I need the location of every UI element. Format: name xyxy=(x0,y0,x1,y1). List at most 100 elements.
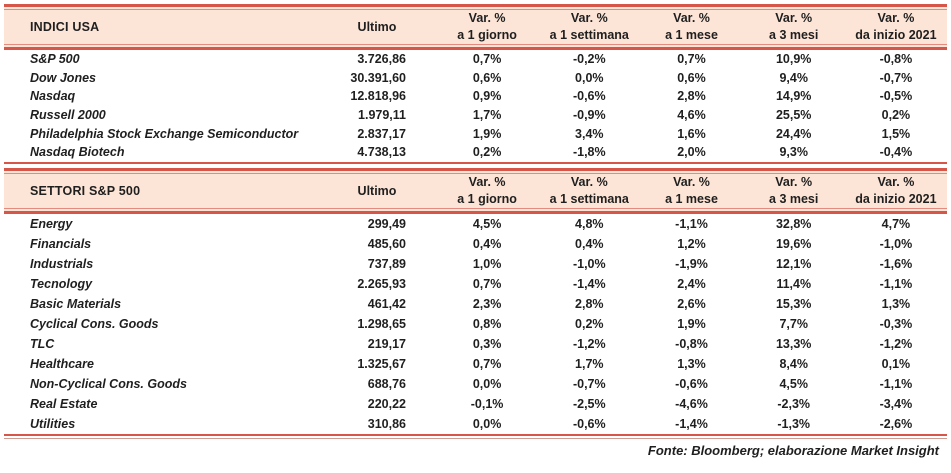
section-title: INDICI USA xyxy=(30,20,100,34)
table-row: Cyclical Cons. Goods 1.298,65 0,8% 0,2% 1,9%… xyxy=(4,313,947,334)
row-label: Industrials xyxy=(30,256,94,271)
table-row: Tecnology 2.265,93 0,7% -1,4% 2,4% 11,4% -1,1% xyxy=(4,273,947,294)
var-value: -1,0% xyxy=(879,236,913,251)
row-label: Energy xyxy=(30,216,73,231)
var-value: 2,3% xyxy=(472,296,502,311)
var-value: 4,5% xyxy=(472,216,502,231)
ultimo-value: 737,89 xyxy=(367,256,406,271)
var-value: 0,7% xyxy=(472,52,502,67)
ultimo-value: 12.818,96 xyxy=(350,89,406,104)
var-value: 0,1% xyxy=(881,356,911,371)
var-value: 1,5% xyxy=(881,126,911,141)
var-value: 0,2% xyxy=(575,316,604,331)
var-value: 0,7% xyxy=(677,52,706,67)
var-value: 4,5% xyxy=(779,376,808,391)
var-period: a 1 mese xyxy=(665,191,718,206)
table-row: TLC 219,17 0,3% -1,2% -0,8% 13,3% -1,2% xyxy=(4,333,947,354)
ultimo-value: 1.979,11 xyxy=(358,108,406,123)
row-label: Nasdaq xyxy=(30,89,76,104)
var-value: 2,8% xyxy=(677,89,706,104)
var-period: a 3 mesi xyxy=(769,28,819,42)
header-band-indici-usa: INDICI USA Ultimo Var. % a 1 giorno Var.… xyxy=(4,4,947,50)
var-value: -2,5% xyxy=(572,396,606,411)
var-value: -1,6% xyxy=(879,256,913,271)
var-value: -2,6% xyxy=(879,416,913,431)
var-value: -0,8% xyxy=(879,52,913,67)
var-value: 0,0% xyxy=(575,70,604,85)
ultimo-value: 461,42 xyxy=(367,296,406,311)
var-label: Var. % xyxy=(468,11,506,25)
var-period: da inizio 2021 xyxy=(855,28,937,42)
var-label: Var. % xyxy=(570,11,608,25)
col-header-var-1-giorno: Var. % a 1 giorno xyxy=(436,171,538,211)
table-row: Energy 299,49 4,5% 4,8% -1,1% 32,8% 4,7% xyxy=(4,213,947,234)
var-value: 24,4% xyxy=(775,126,812,141)
row-label: Tecnology xyxy=(30,276,93,291)
col-header-var-1-settimana: Var. % a 1 settimana xyxy=(538,7,640,47)
var-value: -0,6% xyxy=(572,89,606,104)
var-value: -0,3% xyxy=(879,316,913,331)
var-value: -1,4% xyxy=(572,276,606,291)
ultimo-value: 485,60 xyxy=(367,236,406,251)
ultimo-value: 219,17 xyxy=(367,336,406,351)
var-value: 11,4% xyxy=(776,276,812,291)
var-value: -0,6% xyxy=(675,376,708,391)
col-header-var-inizio-2021: Var. % da inizio 2021 xyxy=(845,171,947,211)
var-value: 0,4% xyxy=(575,236,604,251)
col-header-ultimo: Ultimo xyxy=(357,183,397,198)
ultimo-value: 30.391,60 xyxy=(350,70,406,85)
var-period: a 1 settimana xyxy=(549,191,629,206)
table-row: Industrials 737,89 1,0% -1,0% -1,9% 12,1% -1,6… xyxy=(4,253,947,274)
var-label: Var. % xyxy=(673,174,710,189)
var-value: 1,7% xyxy=(575,356,604,371)
var-value: 3,4% xyxy=(575,126,604,141)
section-title: SETTORI S&P 500 xyxy=(30,183,141,198)
row-label: Healthcare xyxy=(30,356,94,371)
var-value: -0,8% xyxy=(675,336,708,351)
var-label: Var. % xyxy=(673,11,710,25)
ultimo-value: 310,86 xyxy=(367,416,406,431)
var-value: -1,3% xyxy=(777,416,811,431)
var-value: -1,9% xyxy=(675,256,708,271)
row-label: Basic Materials xyxy=(30,296,122,311)
ultimo-value: 2.837,17 xyxy=(357,126,406,141)
var-value: 0,6% xyxy=(472,70,502,85)
var-period: a 1 giorno xyxy=(457,28,517,42)
var-value: 0,0% xyxy=(472,416,502,431)
table-row: Real Estate 220,22 -0,1% -2,5% -4,6% -2,3% -3,… xyxy=(4,393,947,414)
col-header-var-1-mese: Var. % a 1 mese xyxy=(640,171,742,211)
col-header-var-1-giorno: Var. % a 1 giorno xyxy=(436,7,538,47)
var-label: Var. % xyxy=(877,11,915,25)
table-row: Financials 485,60 0,4% 0,4% 1,2% 19,6% -1,0% xyxy=(4,233,947,254)
var-value: -1,4% xyxy=(675,416,708,431)
var-value: 15,3% xyxy=(775,296,812,311)
var-value: 1,2% xyxy=(677,236,706,251)
var-period: a 1 mese xyxy=(665,28,718,42)
table-row: Healthcare 1.325,67 0,7% 1,7% 1,3% 8,4% 0,1% xyxy=(4,353,947,374)
var-value: 1,6% xyxy=(677,126,706,141)
table-row: Nasdaq 12.818,96 0,9% -0,6% 2,8% 14,9% -0,5% xyxy=(4,87,947,106)
row-label: Non-Cyclical Cons. Goods xyxy=(30,376,187,391)
var-value: 4,8% xyxy=(575,216,604,231)
row-label: Cyclical Cons. Goods xyxy=(30,316,159,331)
ultimo-value: 1.325,67 xyxy=(357,356,406,371)
table-row: Russell 2000 1.979,11 1,7% -0,9% 4,6% 25,5% 0,… xyxy=(4,105,947,125)
col-header-var-inizio-2021: Var. % da inizio 2021 xyxy=(845,7,947,47)
var-value: -1,8% xyxy=(572,145,606,160)
var-value: 9,4% xyxy=(779,70,808,85)
row-label: Philadelphia Stock Exchange Semiconducto… xyxy=(30,126,299,141)
table-row: Basic Materials 461,42 2,3% 2,8% 2,6% 15,3% 1,… xyxy=(4,293,947,314)
var-value: -1,1% xyxy=(879,376,913,391)
var-value: -0,9% xyxy=(572,108,606,123)
var-value: 2,0% xyxy=(677,145,706,160)
var-period: a 1 settimana xyxy=(549,28,629,42)
var-value: 10,9% xyxy=(775,52,812,67)
var-value: -1,1% xyxy=(879,276,913,291)
var-value: 0,9% xyxy=(472,89,502,104)
row-label: Financials xyxy=(30,236,92,251)
var-value: 0,7% xyxy=(472,356,502,371)
var-value: 0,4% xyxy=(472,236,502,251)
var-value: 0,2% xyxy=(881,108,911,123)
var-value: 1,9% xyxy=(472,126,502,141)
table-bottom-divider xyxy=(4,437,947,439)
